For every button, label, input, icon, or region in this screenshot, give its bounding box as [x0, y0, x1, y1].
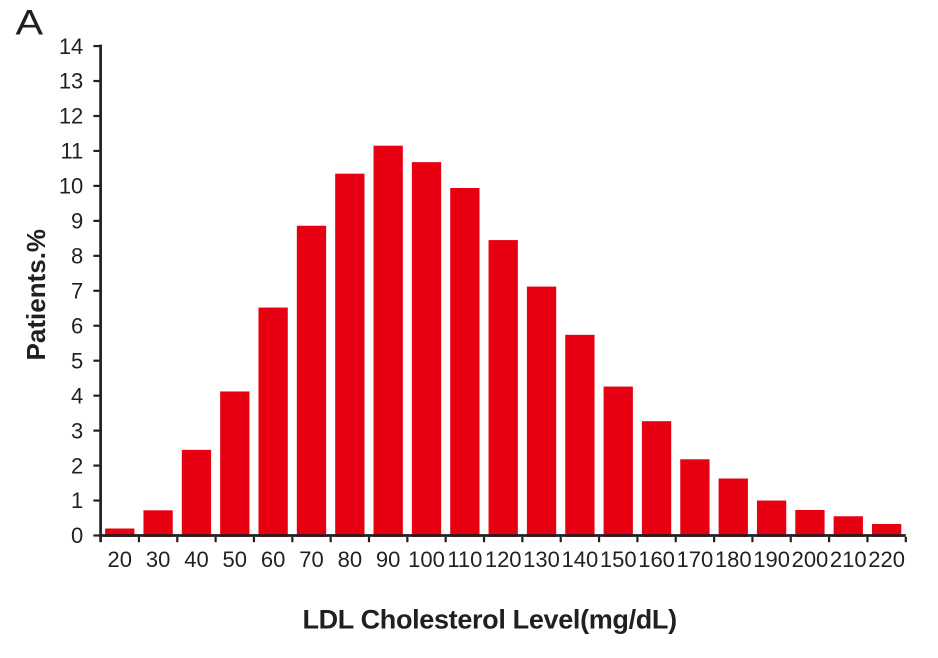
svg-text:140: 140 [562, 547, 599, 572]
svg-text:100: 100 [408, 547, 445, 572]
svg-text:13: 13 [59, 69, 83, 94]
svg-text:0: 0 [71, 523, 83, 548]
svg-text:5: 5 [71, 348, 83, 373]
svg-text:50: 50 [223, 547, 247, 572]
svg-text:30: 30 [146, 547, 170, 572]
svg-text:110: 110 [447, 547, 482, 572]
svg-text:1: 1 [71, 488, 83, 513]
svg-text:210: 210 [830, 547, 867, 572]
svg-text:90: 90 [376, 547, 400, 572]
svg-text:7: 7 [71, 278, 83, 303]
svg-text:60: 60 [261, 547, 285, 572]
svg-text:12: 12 [59, 104, 83, 129]
svg-text:3: 3 [71, 418, 83, 443]
svg-text:Patients.%: Patients.% [21, 229, 51, 361]
svg-text:180: 180 [715, 547, 752, 572]
svg-text:10: 10 [59, 174, 83, 199]
svg-text:130: 130 [523, 547, 560, 572]
svg-text:LDL Cholesterol Level(mg/dL): LDL Cholesterol Level(mg/dL) [302, 604, 676, 634]
svg-text:170: 170 [677, 547, 714, 572]
svg-text:220: 220 [868, 547, 905, 572]
svg-text:200: 200 [792, 547, 829, 572]
svg-text:8: 8 [71, 244, 83, 269]
svg-text:14: 14 [59, 34, 83, 59]
svg-text:20: 20 [108, 547, 132, 572]
svg-text:120: 120 [485, 547, 522, 572]
svg-text:160: 160 [638, 547, 675, 572]
svg-text:6: 6 [71, 313, 83, 338]
svg-text:2: 2 [71, 453, 83, 478]
svg-text:9: 9 [71, 209, 83, 234]
svg-text:150: 150 [600, 547, 637, 572]
svg-text:40: 40 [184, 547, 208, 572]
svg-text:190: 190 [753, 547, 790, 572]
svg-text:70: 70 [299, 547, 323, 572]
svg-text:A: A [16, 4, 44, 43]
svg-text:4: 4 [71, 383, 83, 408]
svg-text:11: 11 [60, 139, 83, 164]
svg-text:80: 80 [338, 547, 362, 572]
